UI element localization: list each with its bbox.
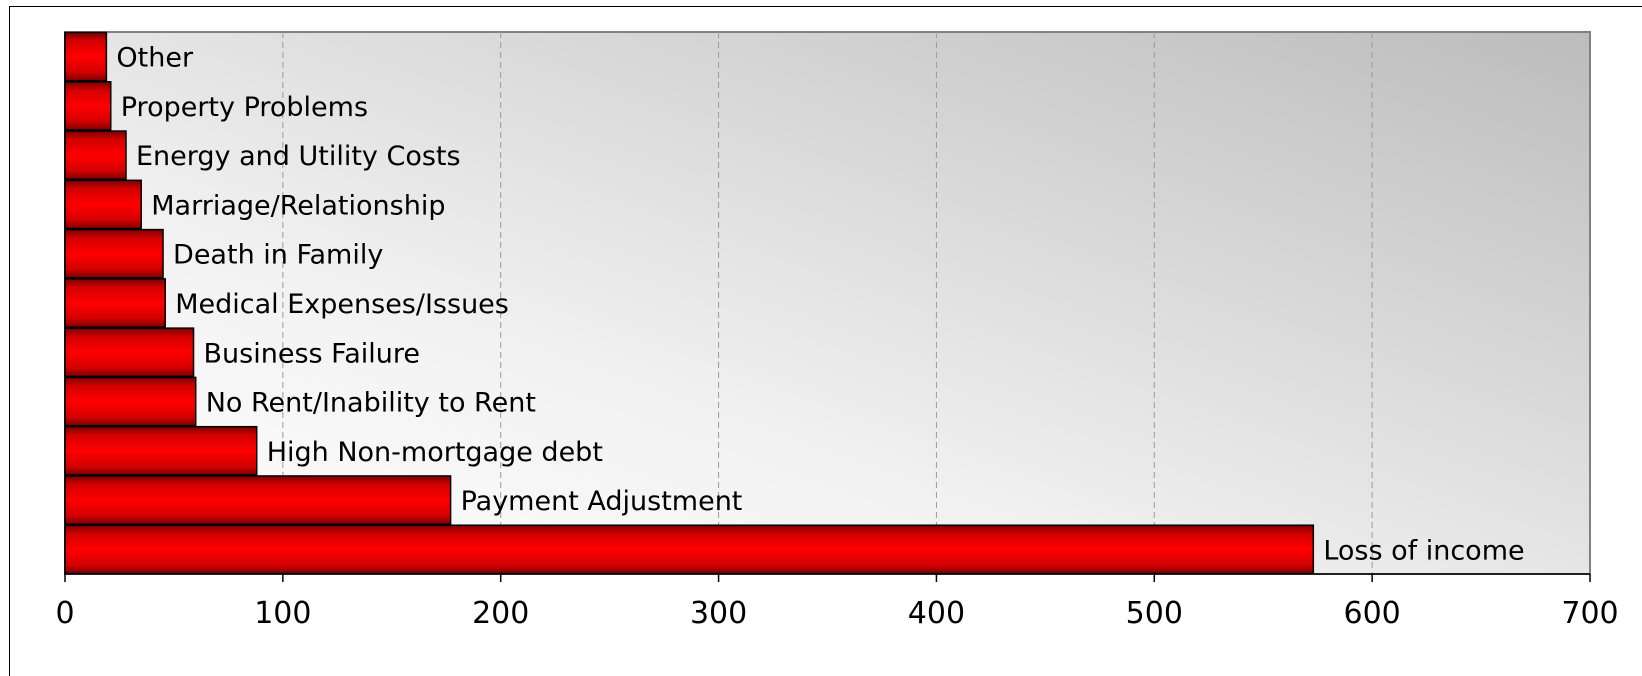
bar <box>64 179 142 230</box>
bar-label: Property Problems <box>121 92 368 123</box>
bar-label: No Rent/Inability to Rent <box>206 388 536 419</box>
x-tick-label: 400 <box>908 596 965 631</box>
bar-label: Business Failure <box>204 338 420 369</box>
bar <box>64 475 452 525</box>
bar-label: Loss of income <box>1323 535 1524 566</box>
bar <box>64 327 195 378</box>
bar <box>64 81 112 131</box>
x-tick-label: 500 <box>1126 596 1183 631</box>
bars: Loss of income Payment Adjustment High Non… <box>64 31 1525 575</box>
x-tick-label: 200 <box>472 596 529 631</box>
bar-label: Marriage/Relationship <box>151 190 445 221</box>
x-tick-label: 600 <box>1344 596 1401 631</box>
x-tick-label: 0 <box>55 596 74 631</box>
bar <box>64 228 164 279</box>
x-tick-label: 100 <box>254 596 311 631</box>
bar <box>64 376 197 427</box>
chart-frame <box>9 6 1642 676</box>
bar <box>64 31 108 82</box>
bar-label: High Non-mortgage debt <box>267 437 603 468</box>
x-axis: 0 100 200 300 400 500 600 700 <box>55 32 1619 631</box>
bar-label: Other <box>116 43 194 74</box>
x-tick-label: 300 <box>690 596 747 631</box>
x-tick-label: 700 <box>1561 596 1618 631</box>
gridlines <box>282 32 1373 574</box>
bar-label: Payment Adjustment <box>461 486 743 517</box>
bar <box>64 130 127 181</box>
bar-label: Energy and Utility Costs <box>136 141 461 172</box>
bar <box>64 278 166 328</box>
bar-label: Medical Expenses/Issues <box>175 289 509 320</box>
bar <box>64 524 1315 575</box>
bar <box>64 425 258 476</box>
bar-label: Death in Family <box>173 240 383 271</box>
